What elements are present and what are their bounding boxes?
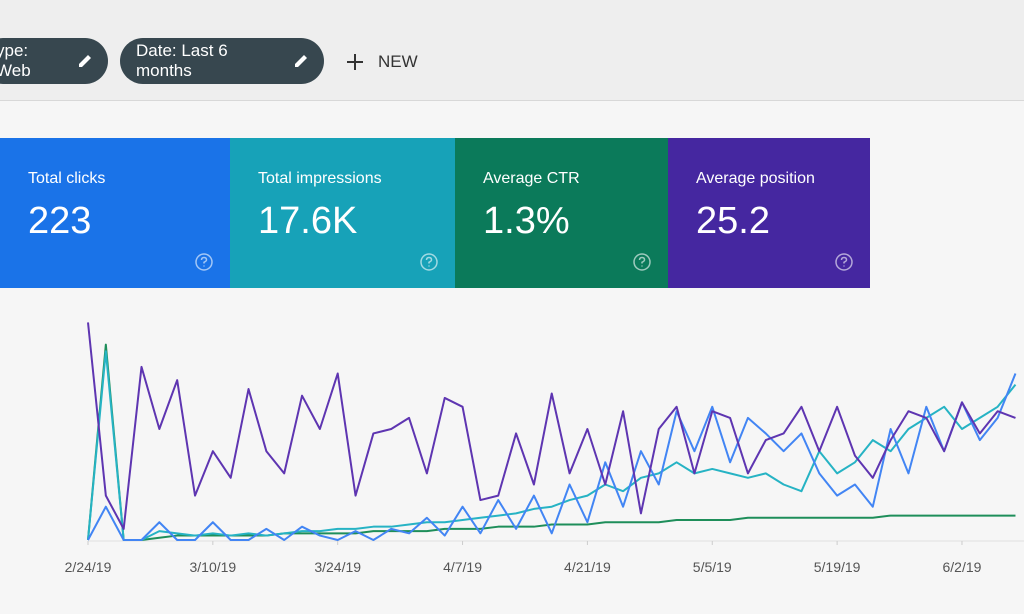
performance-chart: 2/24/19 3/10/19 3/24/19 4/7/19 4/21/19 5/5/19… [65, 322, 1024, 575]
help-circle [835, 253, 853, 271]
toolbar: ype: Web Date: Last 6 months NEW [0, 0, 1024, 101]
filter-chip[interactable]: ype: Web [0, 38, 108, 84]
x-tick-label: 5/19/19 [814, 559, 861, 575]
help-mark [840, 256, 848, 267]
help-circle [195, 253, 213, 271]
help-mark [425, 256, 433, 267]
series-line [87, 350, 1017, 541]
filter-label: Date: Last 6 months [136, 41, 228, 80]
metric-value: 223 [28, 200, 92, 242]
edit-icon [78, 55, 91, 67]
metric-value: 17.6K [258, 200, 358, 242]
metric-card: Average CTR 1.3% [455, 138, 668, 288]
new-button[interactable]: NEW [346, 52, 418, 72]
series-line [87, 343, 1016, 541]
help-icon [195, 253, 213, 271]
edit-icon [294, 55, 307, 67]
help-mark [638, 256, 646, 267]
help-circle [420, 253, 438, 271]
x-tick-label: 4/21/19 [564, 559, 611, 575]
metric-value: 1.3% [483, 200, 570, 242]
help-mark [200, 256, 208, 267]
filter-label: ype: Web [0, 41, 31, 80]
series-line [87, 322, 1016, 530]
filter-chip[interactable]: Date: Last 6 months [120, 38, 324, 84]
metric-value: 25.2 [696, 200, 770, 242]
metric-card: Average position 25.2 [668, 138, 870, 288]
x-tick-label: 3/10/19 [189, 559, 236, 575]
help-icon [420, 253, 438, 271]
metric-label: Total clicks [28, 170, 106, 187]
help-circle [633, 253, 651, 271]
x-tick-label: 3/24/19 [314, 559, 361, 575]
new-label: NEW [378, 52, 418, 71]
metric-label: Total impressions [258, 170, 382, 187]
x-tick-label: 6/2/19 [943, 559, 982, 575]
help-icon [835, 253, 853, 271]
plus-icon [347, 54, 363, 70]
metric-label: Average CTR [483, 170, 580, 187]
metric-card: Total impressions 17.6K [230, 138, 455, 288]
metric-card: Total clicks 223 [0, 138, 230, 288]
x-tick-label: 4/7/19 [443, 559, 482, 575]
series-line [87, 373, 1017, 541]
x-tick-label: 2/24/19 [65, 559, 112, 575]
x-tick-label: 5/5/19 [693, 559, 732, 575]
help-icon [633, 253, 651, 271]
metric-label: Average position [696, 170, 815, 187]
